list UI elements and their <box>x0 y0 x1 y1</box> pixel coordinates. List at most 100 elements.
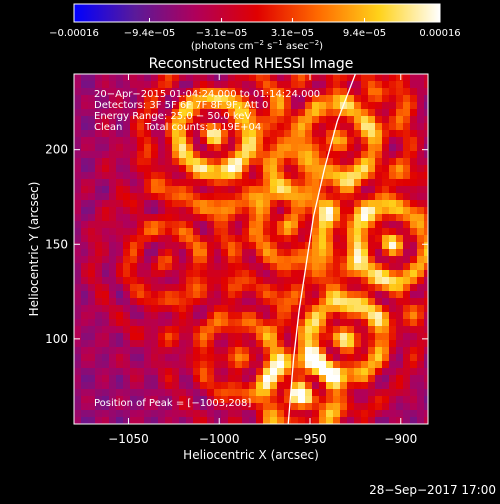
heatmap-cell <box>249 319 257 327</box>
heatmap-cell <box>81 417 89 424</box>
heatmap-cell <box>158 305 166 313</box>
heatmap-cell <box>242 158 250 166</box>
heatmap-cell <box>249 396 257 404</box>
heatmap-cell <box>102 235 110 243</box>
heatmap-cell <box>403 270 411 278</box>
heatmap-cell <box>347 270 355 278</box>
heatmap-cell <box>235 158 243 166</box>
heatmap-cell <box>116 361 124 369</box>
heatmap-cell <box>249 144 257 152</box>
heatmap-cell <box>74 242 82 250</box>
heatmap-cell <box>95 137 103 145</box>
heatmap-cell <box>270 291 278 299</box>
heatmap-cell <box>403 179 411 187</box>
heatmap-cell <box>179 326 187 334</box>
heatmap-cell <box>88 109 96 117</box>
heatmap-cell <box>382 389 390 397</box>
heatmap-cell <box>144 263 152 271</box>
heatmap-cell <box>354 186 362 194</box>
heatmap-cell <box>109 263 117 271</box>
heatmap-cell <box>354 256 362 264</box>
heatmap-cell <box>109 95 117 103</box>
heatmap-cell <box>382 368 390 376</box>
heatmap-cell <box>242 102 250 110</box>
heatmap-cell <box>186 109 194 117</box>
heatmap-cell <box>102 102 110 110</box>
heatmap-cell <box>249 151 257 159</box>
heatmap-cell <box>305 277 313 285</box>
heatmap-cell <box>242 165 250 173</box>
heatmap-cell <box>347 214 355 222</box>
heatmap-cell <box>403 214 411 222</box>
heatmap-cell <box>137 291 145 299</box>
heatmap-cell <box>130 88 138 96</box>
heatmap-cell <box>144 137 152 145</box>
heatmap-cell <box>207 333 215 341</box>
heatmap-cell <box>102 81 110 89</box>
heatmap-cell <box>319 74 327 82</box>
heatmap-cell <box>354 417 362 424</box>
heatmap-cell <box>319 179 327 187</box>
heatmap-cell <box>263 326 271 334</box>
heatmap-cell <box>284 340 292 348</box>
heatmap-cell <box>81 410 89 418</box>
heatmap-cell <box>102 375 110 383</box>
heatmap-cell <box>109 158 117 166</box>
heatmap-cell <box>263 88 271 96</box>
heatmap-cell <box>200 249 208 257</box>
heatmap-cell <box>214 263 222 271</box>
heatmap-cell <box>200 312 208 320</box>
heatmap-cell <box>116 333 124 341</box>
heatmap-cell <box>130 354 138 362</box>
heatmap-cell <box>256 179 264 187</box>
heatmap-cell <box>214 284 222 292</box>
heatmap-cell <box>298 354 306 362</box>
heatmap-cell <box>200 270 208 278</box>
heatmap-cell <box>207 249 215 257</box>
heatmap-cell <box>382 144 390 152</box>
heatmap-cell <box>361 186 369 194</box>
heatmap-cell <box>144 172 152 180</box>
heatmap-cell <box>95 81 103 89</box>
heatmap-cell <box>389 256 397 264</box>
heatmap-cell <box>158 382 166 390</box>
heatmap-cell <box>151 326 159 334</box>
heatmap-cell <box>410 123 418 131</box>
heatmap-cell <box>109 165 117 173</box>
heatmap-cell <box>200 130 208 138</box>
heatmap-cell <box>410 389 418 397</box>
heatmap-cell <box>277 256 285 264</box>
heatmap-cell <box>116 207 124 215</box>
heatmap-cell <box>368 410 376 418</box>
heatmap-cell <box>228 382 236 390</box>
heatmap-cell <box>88 256 96 264</box>
heatmap-cell <box>361 326 369 334</box>
heatmap-cell <box>200 172 208 180</box>
heatmap-cell <box>375 291 383 299</box>
heatmap-cell <box>179 102 187 110</box>
heatmap-cell <box>200 347 208 355</box>
heatmap-cell <box>354 270 362 278</box>
heatmap-cell <box>326 151 334 159</box>
heatmap-cell <box>74 361 82 369</box>
heatmap-cell <box>158 333 166 341</box>
heatmap-cell <box>410 312 418 320</box>
heatmap-cell <box>312 242 320 250</box>
heatmap-cell <box>165 144 173 152</box>
heatmap-cell <box>368 417 376 424</box>
heatmap-cell <box>375 242 383 250</box>
heatmap-cell <box>361 305 369 313</box>
heatmap-cell <box>193 144 201 152</box>
heatmap-cell <box>165 389 173 397</box>
heatmap-cell <box>144 312 152 320</box>
heatmap-cell <box>137 403 145 411</box>
heatmap-cell <box>284 74 292 82</box>
heatmap-cell <box>158 347 166 355</box>
heatmap-cell <box>193 235 201 243</box>
heatmap-cell <box>326 123 334 131</box>
heatmap-cell <box>417 298 425 306</box>
heatmap-cell <box>130 200 138 208</box>
heatmap-cell <box>333 277 341 285</box>
heatmap-cell <box>102 186 110 194</box>
heatmap-cell <box>319 298 327 306</box>
